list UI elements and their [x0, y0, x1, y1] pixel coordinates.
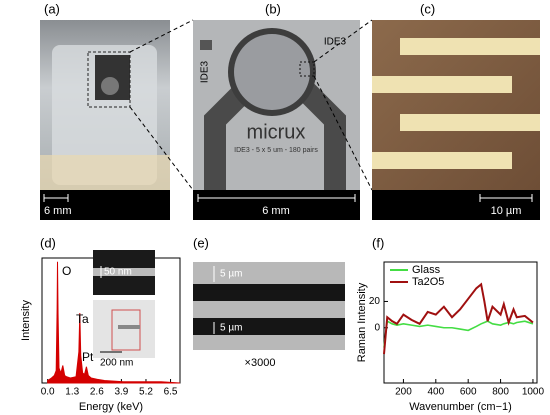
panel-label: (b) — [265, 1, 281, 16]
panel-label: (a) — [44, 1, 60, 16]
legend-label: Ta2O5 — [412, 276, 444, 288]
peak-label: Pt — [82, 350, 94, 364]
peak-label: O — [62, 264, 71, 278]
chip-text: IDE3 — [324, 37, 347, 48]
scale-label: 6 mm — [44, 205, 72, 217]
photo-c — [372, 20, 540, 190]
inset-tem: 50 nm — [93, 250, 155, 295]
photo-b — [193, 20, 360, 190]
y-tick-label: 0 — [374, 322, 380, 333]
x-tick-label: 400 — [427, 387, 444, 398]
x-tick-label: 1000 — [522, 387, 545, 398]
raman-plot: 200 400 600 800 1000 0 20 Wavenumber (cm−1) Rama… — [356, 261, 545, 413]
chip-text: IDE3 — [200, 60, 211, 83]
y-tick-label: 20 — [369, 296, 381, 307]
y-axis-label: Intensity — [20, 300, 32, 341]
eds-plot: 0.0 1.3 2.6 3.9 5.2 6.5 Energy (keV) Intensity O… — [20, 257, 181, 413]
photo-e — [193, 262, 345, 350]
spectrum — [47, 261, 181, 384]
scale-label: 10 µm — [491, 205, 522, 217]
x-tick-label: 600 — [460, 387, 477, 398]
scale-label: 5 µm — [220, 269, 242, 280]
inset-sem: 200 nm — [93, 300, 155, 369]
panel-label: (e) — [193, 235, 209, 250]
x-tick-label: 6.5 — [164, 387, 178, 398]
x-tick-label: 2.6 — [90, 387, 104, 398]
x-axis-label: Energy (keV) — [79, 401, 143, 413]
series-line — [383, 282, 534, 355]
panel-label: (f) — [372, 235, 384, 250]
scale-label: 6 mm — [262, 205, 290, 217]
x-axis-label: Wavenumber (cm−1) — [409, 401, 512, 413]
scale-label: 200 nm — [100, 358, 133, 369]
series-line — [383, 319, 534, 348]
y-axis-label: Raman Intensity — [356, 282, 368, 362]
panel-label: (d) — [40, 235, 56, 250]
x-tick-label: 0.0 — [41, 387, 55, 398]
x-tick-label: 200 — [395, 387, 412, 398]
x-tick-label: 800 — [492, 387, 509, 398]
peak-label: Ta — [76, 312, 89, 326]
x-tick-label: 5.2 — [139, 387, 153, 398]
scale-label: 50 nm — [104, 267, 132, 278]
scale-label: 5 µm — [220, 323, 242, 334]
magnification: ×3000 — [245, 357, 276, 369]
panel-label: (c) — [420, 1, 435, 16]
legend-label: Glass — [412, 264, 441, 276]
chip-text: IDE3 - 5 x 5 um - 180 pairs — [234, 147, 318, 154]
photo-a — [40, 20, 170, 190]
plot-frame — [383, 261, 538, 384]
x-tick-label: 3.9 — [114, 387, 128, 398]
chip-text: micrux — [247, 121, 306, 143]
x-tick-label: 1.3 — [65, 387, 79, 398]
